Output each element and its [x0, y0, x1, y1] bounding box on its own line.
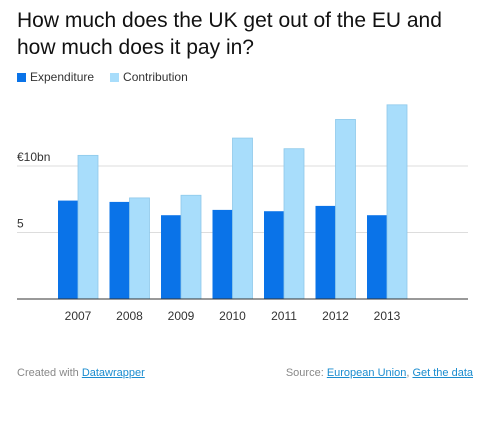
x-tick-label: 2013	[374, 309, 401, 323]
y-tick-label: 5	[17, 217, 24, 231]
legend-label-expenditure: Expenditure	[30, 70, 95, 84]
bar-contribution-2012	[335, 119, 356, 300]
footer-source: Source: European Union, Get the data	[286, 367, 473, 379]
bar-contribution-2010	[232, 137, 253, 300]
bar-contribution-2008	[129, 197, 150, 300]
bar-contribution-2009	[180, 194, 202, 300]
bar-contribution-2007	[77, 154, 99, 300]
bar-expenditure-2010	[212, 209, 233, 299]
x-tick-label: 2011	[271, 309, 297, 323]
legend: Expenditure Contribution	[17, 70, 204, 84]
legend-swatch-contribution	[110, 72, 120, 82]
legend-item-contribution: Contribution	[110, 70, 188, 84]
legend-swatch-expenditure	[17, 72, 26, 82]
legend-item-expenditure: Expenditure	[17, 70, 94, 84]
footer-credit: Created with Datawrapper	[17, 367, 145, 379]
x-tick-label: 2008	[116, 309, 143, 323]
x-tick-label: 2007	[65, 309, 92, 323]
bar-contribution-2013	[386, 104, 408, 300]
datawrapper-link[interactable]: Datawrapper	[81, 367, 145, 379]
get-the-data-link[interactable]: Get the data	[412, 367, 473, 379]
legend-label-contribution: Contribution	[123, 70, 188, 84]
chart-title: How much does the UK get out of the EU a…	[17, 9, 442, 59]
bar-expenditure-2007	[58, 200, 78, 299]
footer-separator: ,	[406, 367, 413, 379]
x-tick-label: 2009	[168, 309, 195, 323]
created-with-text: Created with	[17, 367, 82, 379]
bar-expenditure-2011	[264, 211, 284, 299]
bar-expenditure-2012	[315, 205, 336, 299]
source-prefix-text: Source:	[285, 367, 327, 379]
x-tick-label: 2010	[219, 309, 246, 323]
bar-expenditure-2013	[367, 215, 387, 299]
source-link[interactable]: European Union	[326, 367, 407, 379]
bar-contribution-2011	[283, 148, 305, 300]
x-tick-label: 2012	[322, 309, 349, 323]
y-tick-label: €10bn	[17, 150, 50, 164]
bar-expenditure-2008	[109, 201, 130, 299]
bar-expenditure-2009	[161, 215, 181, 299]
bar-chart: €10bn 5 2007 2008 2009 2010 2011 2012 2013	[17, 104, 468, 323]
